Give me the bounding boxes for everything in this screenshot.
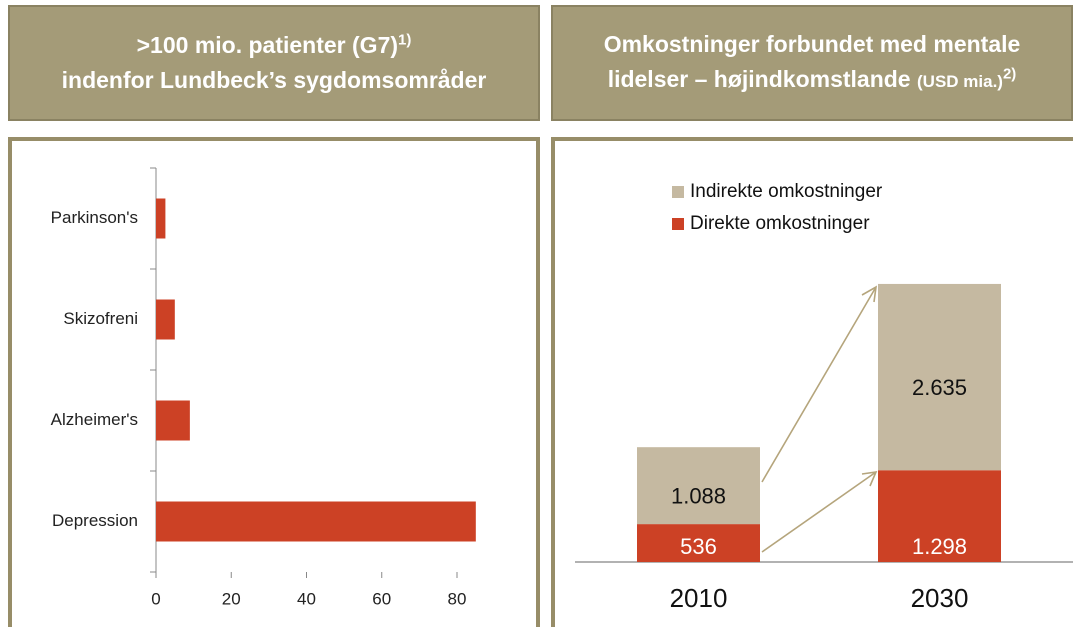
value-label: 1.298: [912, 534, 967, 559]
category-label: 2030: [911, 583, 969, 613]
category-label: Skizofreni: [63, 309, 138, 328]
left-panel: [8, 137, 540, 627]
title: >100 mio. patienter (G7): [136, 32, 399, 58]
category-label: 2010: [670, 583, 728, 613]
bar: [156, 400, 190, 441]
legend-swatch: [672, 186, 684, 198]
title: Omkostninger forbundet med mentale lidel…: [603, 31, 1021, 92]
value-label: 1.088: [671, 483, 726, 508]
bar: [156, 299, 175, 340]
value-label: 2.635: [912, 375, 967, 400]
header-line: >100 mio. patienter (G7)1): [40, 28, 508, 63]
arrow: [761, 471, 878, 553]
title-note: 2): [1002, 65, 1017, 83]
bar-segment: [878, 283, 1001, 471]
arrows: [761, 285, 878, 553]
x-tick-label: 80: [448, 589, 467, 608]
bar: [156, 501, 476, 542]
title-note: 1): [398, 31, 412, 49]
bar-segment: [637, 447, 760, 525]
title-unit: (USD mia.): [917, 72, 1003, 91]
legend-label: Direkte omkostninger: [690, 213, 870, 234]
value-label: 536: [680, 534, 717, 559]
subtitle: indenfor Lundbeck’s sygdomsområder: [61, 67, 487, 93]
legend-label: Indirekte omkostninger: [690, 181, 883, 202]
arrow: [761, 285, 878, 483]
right-panel: [551, 137, 1073, 627]
x-tick-label: 20: [222, 589, 241, 608]
category-label: Depression: [52, 511, 138, 530]
header-line: Omkostninger forbundet med mentale lidel…: [603, 27, 1021, 99]
bar-segment: [637, 524, 760, 562]
right-header: Omkostninger forbundet med mentale lidel…: [551, 5, 1073, 121]
x-tick-label: 0: [151, 589, 160, 608]
bar-segment: [878, 470, 1001, 562]
bar: [156, 198, 166, 239]
category-label: Parkinson's: [51, 208, 138, 227]
left-header: >100 mio. patienter (G7)1) indenfor Lund…: [8, 5, 540, 121]
legend-swatch: [672, 218, 684, 230]
x-tick-label: 60: [372, 589, 391, 608]
x-tick-label: 40: [297, 589, 316, 608]
category-label: Alzheimer's: [51, 410, 138, 429]
